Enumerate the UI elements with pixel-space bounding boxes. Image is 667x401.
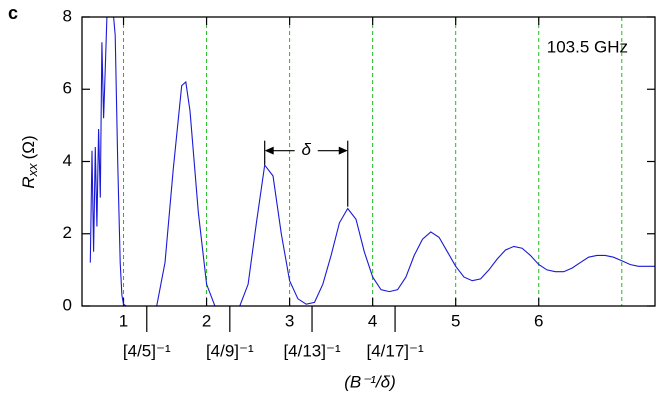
- panel-label: c: [8, 3, 18, 23]
- arrow-head: [338, 146, 348, 155]
- marker-label: [4/13]⁻¹: [283, 341, 341, 360]
- plot-frame: [81, 16, 656, 307]
- marker-label: [4/9]⁻¹: [206, 341, 254, 360]
- x-tick-label: 2: [202, 311, 211, 330]
- y-tick-label: 6: [63, 79, 72, 98]
- marker-label: [4/17]⁻¹: [366, 341, 424, 360]
- x-tick-label: 1: [119, 311, 128, 330]
- y-axis-label: Rxx (Ω): [19, 135, 40, 188]
- arrow-head: [264, 146, 274, 155]
- y-tick-label: 8: [63, 6, 72, 25]
- y-label-unit: (Ω): [19, 135, 38, 159]
- x-tick-label: 3: [285, 311, 294, 330]
- y-tick-label: 0: [63, 295, 72, 314]
- x-tick-label: 6: [534, 311, 543, 330]
- y-tick-label: 4: [63, 151, 72, 170]
- y-label-symbol: R: [19, 176, 38, 188]
- x-axis-label: (B⁻¹/δ): [344, 372, 395, 391]
- x-tick-label: 5: [451, 311, 460, 330]
- period-label: δ: [301, 140, 311, 159]
- data-line: [89, 16, 655, 307]
- marker-label: [4/5]⁻¹: [123, 341, 171, 360]
- y-label-subscript: xx: [25, 163, 40, 178]
- annotation: 103.5 GHz: [547, 37, 628, 56]
- x-tick-label: 4: [368, 311, 377, 330]
- y-tick-label: 2: [63, 223, 72, 242]
